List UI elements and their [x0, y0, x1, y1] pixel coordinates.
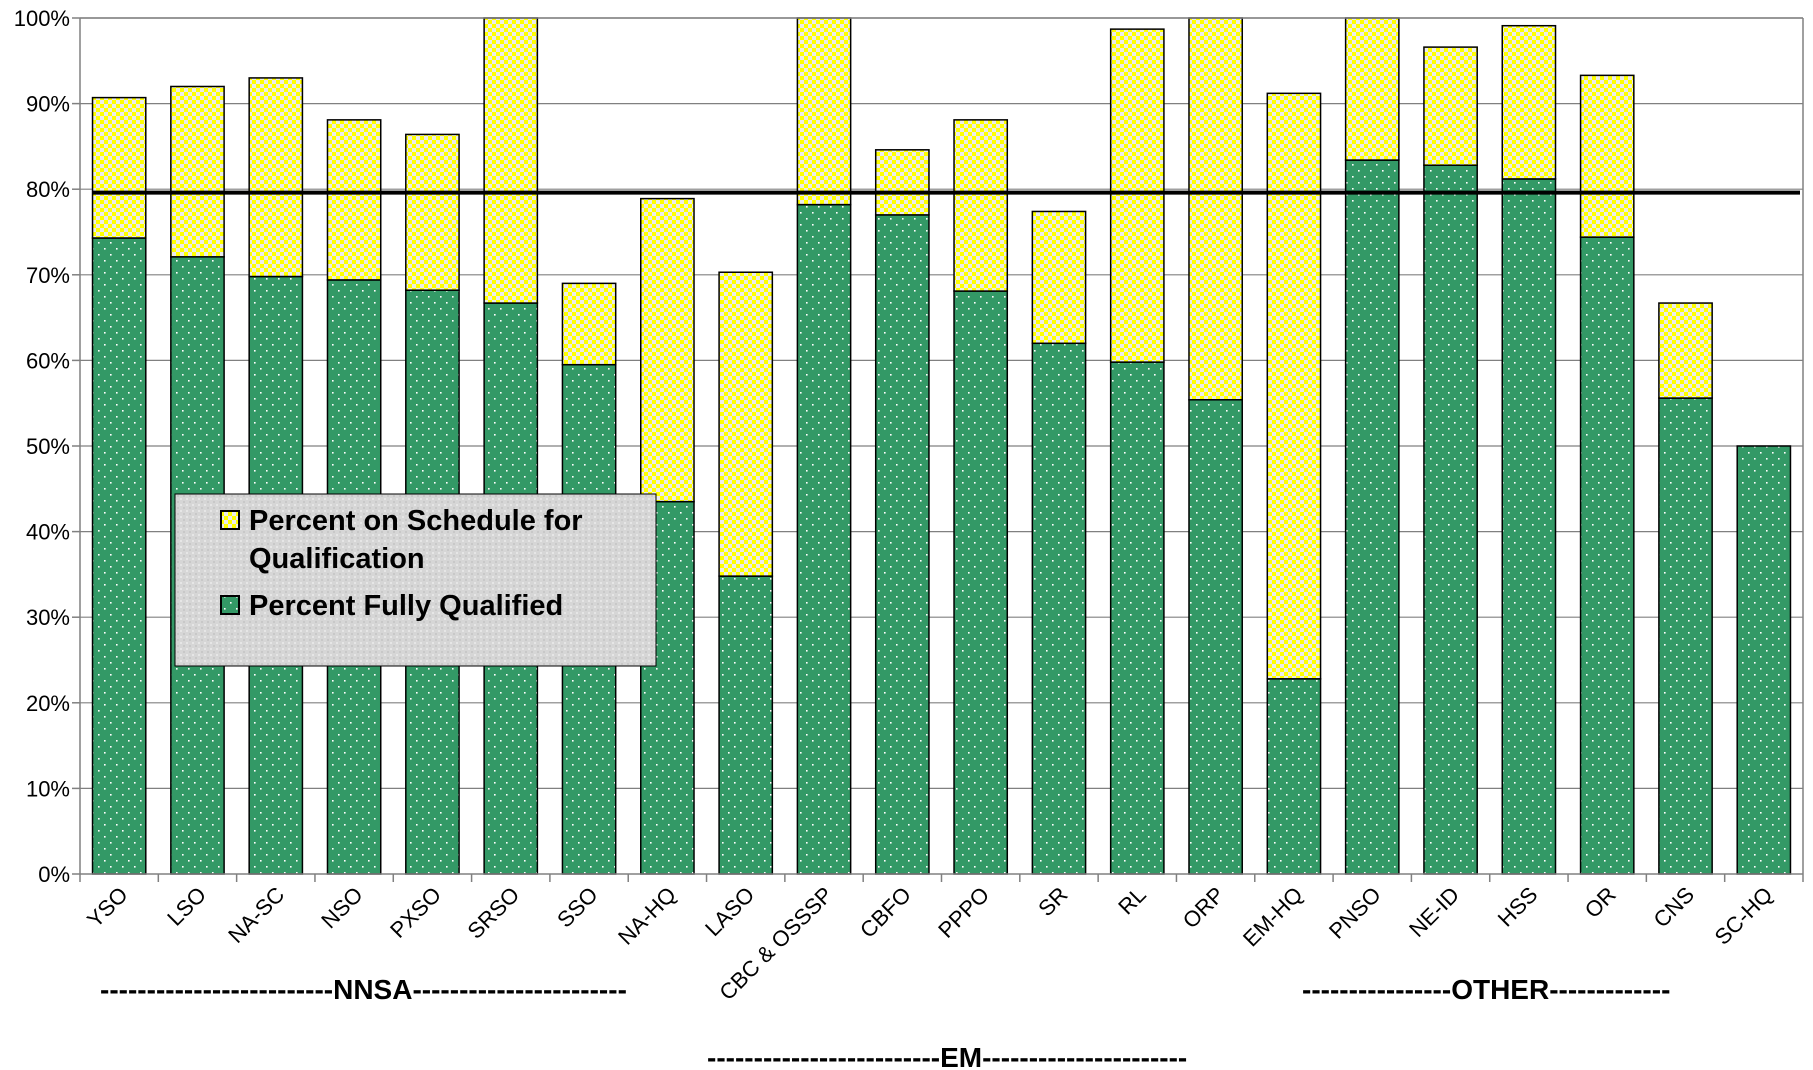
x-tick-label: CBFO	[855, 882, 916, 943]
x-tick-label: NA-HQ	[613, 882, 681, 950]
x-tick-label: YSO	[82, 882, 133, 933]
bar-fully-qualified	[1736, 445, 1792, 875]
bar-on-schedule	[405, 133, 460, 291]
legend-label-fully-qualified: Percent Fully Qualified	[249, 590, 563, 622]
bar-on-schedule	[1188, 17, 1243, 401]
bar-on-schedule	[170, 85, 225, 258]
legend-box	[174, 493, 657, 667]
bar-on-schedule	[1109, 28, 1165, 363]
bar-fully-qualified	[1579, 236, 1635, 875]
x-tick-label: OR	[1580, 882, 1621, 923]
bar-fully-qualified	[1344, 159, 1400, 875]
bar-fully-qualified	[718, 575, 774, 875]
legend-swatch-fully-qualified	[220, 595, 240, 615]
y-tick-label: 30%	[26, 605, 70, 630]
x-tick-label: HSS	[1493, 882, 1543, 932]
x-tick-label: SRSO	[463, 882, 525, 944]
bar-fully-qualified	[953, 290, 1009, 875]
x-tick-label: SC-HQ	[1710, 882, 1778, 950]
bar-on-schedule	[1579, 74, 1635, 238]
bar-on-schedule	[718, 271, 774, 577]
bar-fully-qualified	[1031, 342, 1087, 875]
x-tick-label: CNS	[1649, 882, 1700, 933]
bar-fully-qualified	[874, 214, 930, 875]
bar-fully-qualified	[1266, 678, 1322, 875]
y-tick-label: 70%	[26, 263, 70, 288]
bar-fully-qualified	[1188, 399, 1243, 875]
bar-on-schedule	[640, 197, 695, 503]
legend-label-on-schedule-line1: Percent on Schedule for	[249, 505, 583, 537]
group-label-nnsa: -------------------------NNSA-----------…	[100, 974, 627, 1005]
y-tick-label: 90%	[26, 92, 70, 117]
bar-on-schedule	[1266, 92, 1322, 680]
x-tick-label: PPPO	[933, 882, 994, 943]
y-tick-label: 40%	[26, 520, 70, 545]
bar-on-schedule	[91, 96, 147, 239]
bars	[91, 17, 1792, 875]
x-tick-label: NE-ID	[1404, 882, 1464, 942]
y-tick-label: 100%	[14, 6, 70, 31]
x-tick-label: PXSO	[385, 882, 446, 943]
legend-swatch-on-schedule	[220, 510, 240, 530]
x-tick-label: NA-SC	[223, 882, 289, 948]
bar-on-schedule	[796, 17, 852, 206]
x-tick-label: LASO	[700, 882, 759, 941]
x-tick-label: ORP	[1178, 882, 1229, 933]
bar-fully-qualified	[1658, 397, 1713, 875]
legend-label-on-schedule-line2: Qualification	[249, 543, 425, 575]
bar-fully-qualified	[1423, 164, 1478, 875]
y-tick-label: 50%	[26, 434, 70, 459]
bar-on-schedule	[483, 17, 539, 304]
legend: Percent on Schedule for Qualification Pe…	[174, 493, 657, 667]
bar-on-schedule	[1031, 210, 1087, 345]
bar-on-schedule	[1658, 302, 1713, 399]
y-axis: 0% 10% 20% 30% 40% 50% 60% 70% 80% 90% 100%	[14, 6, 80, 887]
bar-on-schedule	[561, 282, 617, 366]
y-tick-label: 0%	[38, 862, 70, 887]
bar-on-schedule	[326, 119, 382, 281]
bar-fully-qualified	[1109, 361, 1165, 875]
x-tick-label: PNSO	[1324, 882, 1386, 944]
x-tick-label: SSO	[552, 882, 603, 933]
bar-on-schedule	[874, 149, 930, 216]
bar-fully-qualified	[1501, 178, 1557, 875]
x-tick-label: EM-HQ	[1238, 882, 1308, 952]
y-tick-label: 80%	[26, 177, 70, 202]
bar-on-schedule	[1423, 46, 1478, 166]
x-tick-label: SR	[1033, 882, 1072, 921]
bar-on-schedule	[1501, 24, 1557, 180]
x-tick-label: NSO	[316, 882, 367, 933]
group-label-other: ----------------OTHER-------------	[1302, 974, 1670, 1005]
group-label-em: -------------------------EM-------------…	[707, 1042, 1187, 1070]
bar-on-schedule	[248, 77, 304, 278]
bar-fully-qualified	[91, 237, 147, 875]
bar-on-schedule	[953, 119, 1009, 292]
y-tick-label: 20%	[26, 691, 70, 716]
x-tick-label: LSO	[162, 882, 211, 931]
y-tick-label: 10%	[26, 776, 70, 801]
bar-on-schedule	[1344, 17, 1400, 161]
y-tick-label: 60%	[26, 348, 70, 373]
bar-fully-qualified	[796, 203, 852, 875]
x-tick-label: RL	[1113, 882, 1151, 920]
